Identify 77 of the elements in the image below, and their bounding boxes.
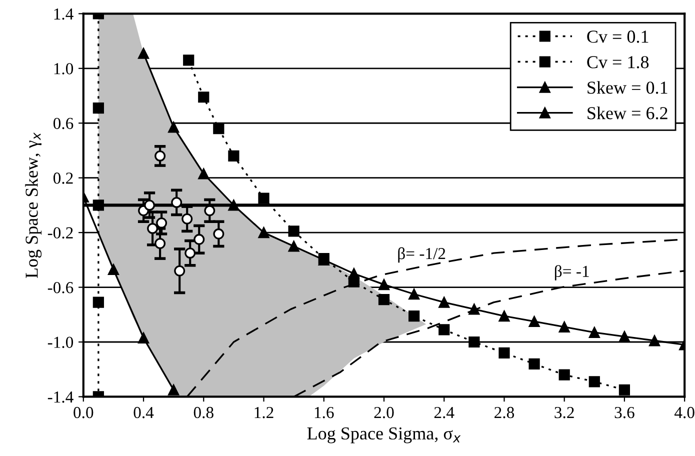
point (147, 222, 158, 234)
point (408, 310, 420, 322)
point (144, 200, 156, 211)
point (204, 205, 216, 216)
point (182, 213, 193, 224)
point (408, 288, 420, 300)
x-axis-title: Log Space Sigma, σ$_{x}$ (307, 427, 461, 444)
point (558, 321, 570, 333)
point (198, 92, 210, 103)
y-tick-label: -0.6 (48, 282, 74, 294)
legend-label: Skew = 0.1 (588, 81, 668, 94)
legend-label: Cv = 0.1 (587, 30, 648, 43)
y-tick-label: 1.4 (54, 8, 74, 20)
point (183, 54, 194, 66)
x-tick-label: 0.4 (134, 406, 154, 418)
point (258, 192, 270, 204)
point (228, 200, 240, 211)
point (92, 200, 104, 211)
point (184, 248, 196, 259)
point (378, 294, 390, 306)
point (213, 228, 224, 240)
y-tick-label: -1.0 (48, 336, 74, 348)
legend-label: Cv = 1.8 (587, 56, 649, 68)
point (648, 335, 660, 346)
legend-label: Skew = 6.2 (588, 106, 668, 120)
point (154, 238, 166, 249)
y-tick-label: 1.0 (54, 63, 74, 74)
point (288, 240, 300, 252)
point (378, 278, 390, 290)
x-tick-label: 2.8 (494, 406, 514, 418)
x-tick-label: 0.0 (74, 406, 94, 418)
point (468, 304, 480, 315)
point (213, 123, 224, 134)
point (588, 376, 600, 388)
point (168, 122, 180, 133)
x-tick-label: 3.2 (554, 406, 574, 418)
point (528, 316, 540, 328)
x-tick-label: 1.6 (314, 406, 334, 418)
y-tick-label: -1.4 (48, 392, 74, 403)
point (438, 296, 450, 308)
y-tick-label: 0.2 (53, 172, 73, 184)
point (468, 336, 480, 348)
point (108, 264, 120, 276)
point (138, 48, 150, 59)
point (138, 332, 150, 344)
x-tick-label: 2.0 (374, 406, 394, 418)
point (156, 217, 168, 228)
x-tick-label: 0.8 (194, 406, 214, 418)
x-tick-label: 3.6 (614, 406, 634, 418)
point (498, 347, 510, 358)
point (258, 227, 270, 238)
y-tick-label: 0.6 (53, 118, 74, 130)
point (348, 268, 360, 280)
point (168, 384, 180, 396)
point (92, 102, 104, 114)
point (558, 369, 570, 380)
annotation: β= -1 (554, 265, 589, 280)
point (498, 310, 510, 322)
point (288, 226, 300, 237)
point (528, 358, 540, 370)
point (618, 330, 630, 342)
x-tick-label: 4.0 (674, 406, 694, 418)
point (154, 150, 166, 162)
point (618, 384, 630, 396)
y-tick-label: -0.2 (48, 227, 73, 239)
point (194, 234, 205, 245)
x-tick-label: 2.4 (434, 406, 454, 418)
point (588, 326, 600, 338)
x-tick-label: 1.2 (254, 406, 274, 418)
y-axis-title: Log Space Skew, γ$_{x}$ (25, 132, 42, 278)
annotation: β= -1/2 (398, 247, 446, 263)
point (198, 168, 210, 180)
point (174, 265, 186, 276)
point (438, 324, 450, 336)
point (171, 196, 182, 208)
point (92, 296, 104, 308)
point (228, 150, 240, 162)
